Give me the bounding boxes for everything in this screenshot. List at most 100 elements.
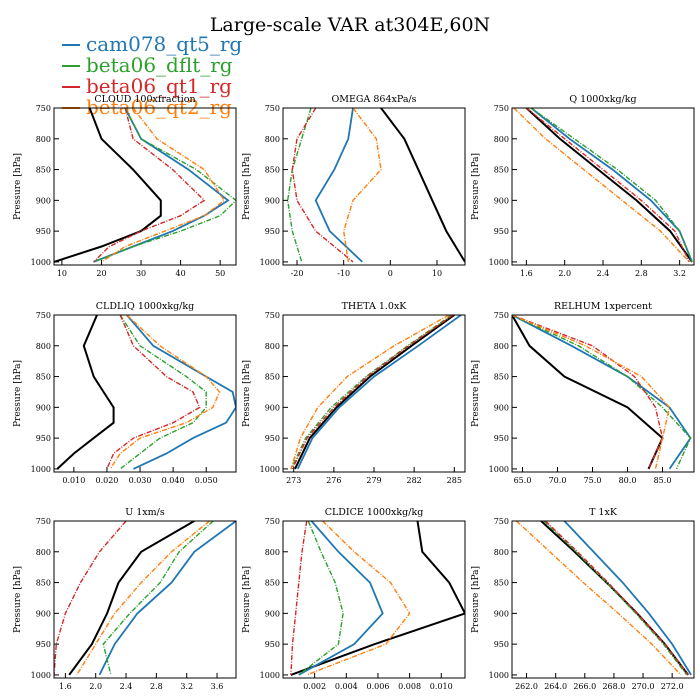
y-tick-label: 1000 [31, 258, 51, 267]
subplot: 750 800 850 900 950 1000 -20 -10 0 10 OMEGA 864xPa… [242, 94, 466, 278]
x-tick-label: 20 [96, 269, 106, 278]
y-tick-label: 800 [36, 342, 51, 351]
x-tick-label: 65.0 [514, 476, 532, 485]
x-tick-label: 2.0 [89, 682, 102, 691]
series-line [314, 108, 363, 263]
x-tick-label: 1.6 [520, 269, 533, 278]
y-tick-label: 1000 [31, 671, 51, 680]
x-tick-label: 0.004 [335, 682, 358, 691]
plot-frame [511, 314, 695, 473]
x-tick-label: 75.0 [584, 476, 602, 485]
x-tick-label: 1.6 [59, 682, 72, 691]
series-line [525, 108, 693, 263]
series-line [525, 108, 690, 263]
legend-label: beta06_qt1_rg [86, 74, 232, 98]
y-tick-label: 950 [494, 434, 509, 443]
series-line [286, 108, 312, 263]
series-line [530, 108, 693, 263]
series-line [543, 521, 688, 676]
series-line [545, 521, 689, 676]
y-axis-label: Pressure [hPa] [13, 566, 23, 633]
series-line [563, 521, 692, 676]
y-axis-label: Pressure [hPa] [471, 360, 481, 427]
y-axis-label: Pressure [hPa] [471, 566, 481, 633]
y-tick-label: 900 [494, 196, 509, 205]
legend-line-swatch [62, 44, 80, 46]
y-tick-label: 850 [494, 166, 509, 175]
y-tick-label: 800 [265, 548, 280, 557]
y-tick-label: 950 [265, 227, 280, 236]
series-line [106, 315, 201, 470]
plot-frame [282, 107, 466, 266]
series-line [93, 108, 236, 263]
subplot: 750 800 850 900 950 1000 273 276 279 282 285 THETA … [242, 301, 466, 485]
y-axis-label: Pressure [hPa] [13, 153, 23, 220]
subplot: 750 800 850 900 950 1000 10 20 30 40 50 CLOUD 100xf… [13, 94, 237, 278]
plot-frame [53, 107, 237, 266]
series-line [56, 315, 115, 470]
x-tick-label: 0.010 [430, 682, 453, 691]
x-tick-label: 272.0 [661, 682, 684, 691]
y-tick-label: 850 [494, 579, 509, 588]
series-line [512, 315, 664, 470]
plot-frame [511, 107, 695, 266]
x-tick-label: 279 [366, 476, 381, 485]
y-tick-label: 800 [494, 342, 509, 351]
subplot: 750 800 850 900 950 1000 1.6 2.0 2.4 2.8 3.2 3.6 U 1… [13, 507, 237, 691]
y-tick-label: 850 [265, 579, 280, 588]
y-tick-label: 800 [36, 548, 51, 557]
x-tick-label: 285 [447, 476, 462, 485]
y-tick-label: 900 [494, 609, 509, 618]
subplot-title: CLDLIQ 1000xkg/kg [96, 301, 194, 312]
x-tick-label: 3.2 [673, 269, 686, 278]
x-tick-label: 70.0 [549, 476, 567, 485]
y-tick-label: 800 [494, 548, 509, 557]
subplot-title: OMEGA 864xPa/s [331, 94, 416, 105]
y-tick-label: 900 [265, 403, 280, 412]
series-line [126, 315, 236, 470]
y-tick-label: 750 [36, 311, 51, 320]
x-tick-label: 268.0 [602, 682, 625, 691]
y-tick-label: 800 [36, 135, 51, 144]
y-tick-label: 1000 [31, 465, 51, 474]
legend-line-swatch [62, 86, 80, 88]
series-line [109, 315, 221, 470]
y-tick-label: 950 [494, 227, 509, 236]
series-line [380, 108, 465, 263]
series-line [98, 521, 236, 676]
x-tick-label: 273 [286, 476, 301, 485]
x-tick-label: 270.0 [632, 682, 655, 691]
plot-frame [53, 314, 237, 473]
x-tick-label: 0 [388, 269, 393, 278]
series-line [290, 315, 453, 470]
y-tick-label: 900 [265, 609, 280, 618]
y-tick-label: 750 [36, 517, 51, 526]
series-line [290, 521, 465, 676]
y-axis-label: Pressure [hPa] [242, 153, 252, 220]
x-tick-label: 266.0 [573, 682, 596, 691]
subplot-title: CLOUD 100xfraction [94, 94, 195, 105]
x-tick-label: 3.2 [180, 682, 193, 691]
plot-frame [282, 520, 466, 679]
x-tick-label: 276 [326, 476, 341, 485]
series-line [102, 521, 214, 676]
y-tick-label: 850 [265, 373, 280, 382]
x-tick-label: 2.4 [120, 682, 133, 691]
x-tick-label: 0.010 [62, 476, 85, 485]
series-line [294, 315, 455, 470]
x-tick-label: -10 [337, 269, 350, 278]
subplot-title: Q 1000xkg/kg [569, 94, 636, 105]
y-tick-label: 950 [36, 640, 51, 649]
y-tick-label: 1000 [260, 258, 280, 267]
x-tick-label: 50 [215, 269, 225, 278]
x-tick-label: 30 [136, 269, 146, 278]
y-tick-label: 950 [265, 434, 280, 443]
x-tick-label: 2.4 [597, 269, 610, 278]
y-axis-label: Pressure [hPa] [242, 566, 252, 633]
series-line [306, 521, 411, 676]
y-tick-label: 1000 [489, 671, 509, 680]
series-line [513, 108, 690, 263]
y-tick-label: 950 [265, 640, 280, 649]
y-tick-label: 850 [494, 373, 509, 382]
